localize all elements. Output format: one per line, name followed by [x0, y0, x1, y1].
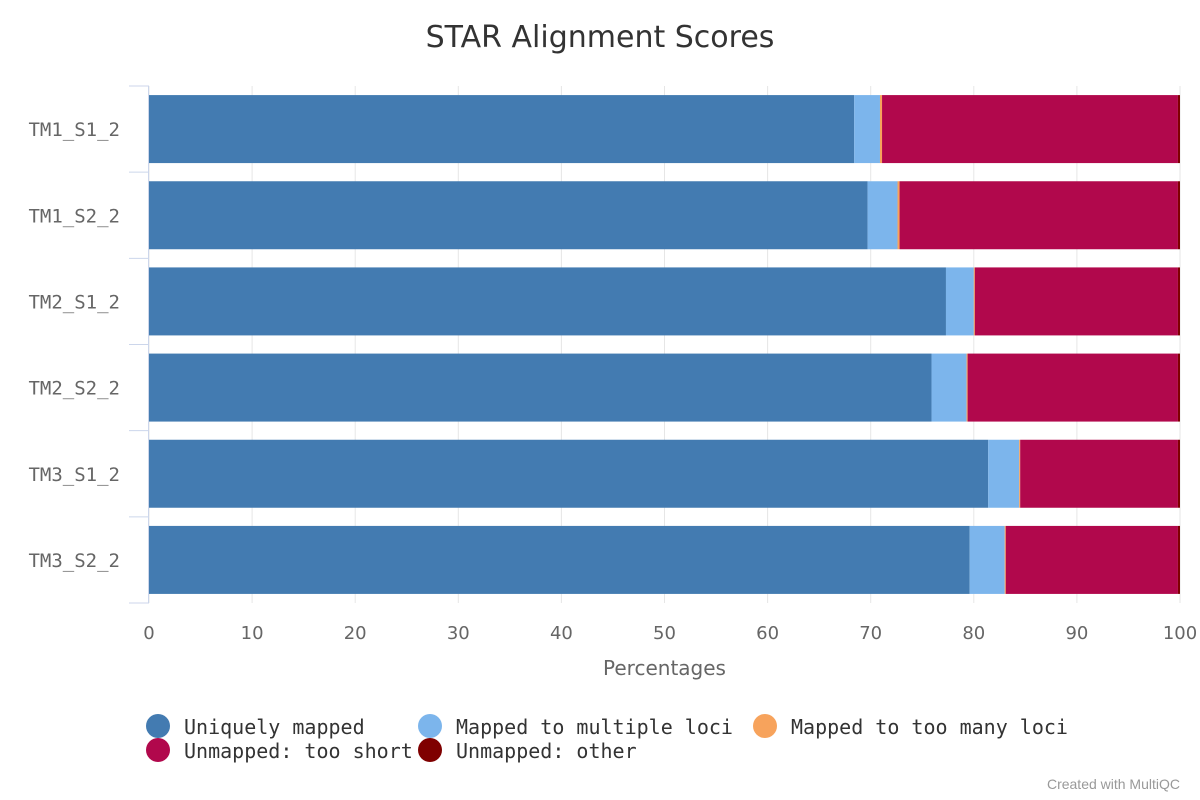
bar-tm1-s2-2-uniquely-mapped[interactable] [149, 181, 868, 250]
chart-title: STAR Alignment Scores [426, 20, 775, 55]
x-tick-label: 50 [653, 623, 676, 644]
y-tick-label: TM3_S2_2 [28, 550, 120, 572]
bar-tm2-s2-2-mapped-to-too-many-loci[interactable] [966, 353, 968, 422]
bar-tm2-s1-2-mapped-to-multiple-loci[interactable] [945, 267, 974, 336]
x-tick-label: 80 [962, 623, 985, 644]
bar-tm2-s1-2-uniquely-mapped[interactable] [149, 267, 946, 336]
legend-marker-mapped-to-too-many-loci[interactable] [753, 714, 777, 738]
x-tick-label: 90 [1065, 623, 1088, 644]
bar-tm1-s2-2-unmapped-other[interactable] [1177, 181, 1180, 250]
bar-tm1-s2-2-mapped-to-multiple-loci[interactable] [867, 181, 898, 250]
bar-tm3-s1-2-unmapped-too-short[interactable] [1020, 439, 1178, 508]
x-tick-label: 20 [344, 623, 367, 644]
y-tick-label: TM2_S2_2 [28, 378, 120, 400]
bar-tm2-s1-2-unmapped-other[interactable] [1177, 267, 1180, 336]
bar-tm1-s1-2-mapped-to-multiple-loci[interactable] [854, 95, 880, 164]
legend-marker-unmapped-too-short[interactable] [146, 738, 170, 762]
bar-tm3-s1-2-unmapped-other[interactable] [1177, 439, 1180, 508]
x-tick-label: 0 [143, 623, 154, 644]
bar-tm2-s2-2-unmapped-other[interactable] [1177, 353, 1180, 422]
credit-text: Created with MultiQC [1046, 776, 1180, 792]
legend-marker-uniquely-mapped[interactable] [146, 714, 170, 738]
x-tick-label: 60 [756, 623, 779, 644]
x-axis-label: Percentages [603, 656, 726, 680]
x-tick-label: 70 [859, 623, 882, 644]
y-tick-label: TM3_S1_2 [28, 464, 120, 486]
bar-tm3-s1-2-uniquely-mapped[interactable] [149, 439, 989, 508]
legend-marker-mapped-to-multiple-loci[interactable] [418, 714, 442, 738]
legend-marker-unmapped-other[interactable] [418, 738, 442, 762]
x-tick-label: 10 [241, 623, 264, 644]
legend-label-uniquely-mapped[interactable]: Uniquely mapped [184, 715, 365, 739]
bar-tm2-s1-2-unmapped-too-short[interactable] [974, 267, 1178, 336]
legend-label-unmapped-too-short[interactable]: Unmapped: too short [184, 739, 413, 763]
bar-tm1-s2-2-unmapped-too-short[interactable] [899, 181, 1178, 250]
bar-tm2-s1-2-mapped-to-too-many-loci[interactable] [973, 267, 975, 336]
bar-tm3-s2-2-unmapped-other[interactable] [1177, 525, 1180, 594]
y-tick-label: TM1_S2_2 [28, 205, 120, 227]
bar-tm1-s1-2-mapped-to-too-many-loci[interactable] [879, 95, 883, 164]
x-tick-label: 100 [1163, 623, 1197, 644]
bar-tm2-s2-2-uniquely-mapped[interactable] [149, 353, 932, 422]
bar-tm3-s2-2-mapped-to-multiple-loci[interactable] [969, 525, 1005, 594]
bar-tm3-s2-2-unmapped-too-short[interactable] [1005, 525, 1178, 594]
legend-label-mapped-to-multiple-loci[interactable]: Mapped to multiple loci [456, 715, 733, 739]
bar-tm1-s2-2-mapped-to-too-many-loci[interactable] [897, 181, 900, 250]
bar-tm1-s1-2-unmapped-other[interactable] [1177, 95, 1180, 164]
legend-label-unmapped-other[interactable]: Unmapped: other [456, 739, 637, 763]
x-tick-label: 40 [550, 623, 573, 644]
y-tick-label: TM1_S1_2 [28, 119, 120, 141]
bar-tm3-s2-2-mapped-to-too-many-loci[interactable] [1004, 525, 1006, 594]
bar-tm3-s2-2-uniquely-mapped[interactable] [149, 525, 970, 594]
bar-tm2-s2-2-unmapped-too-short[interactable] [967, 353, 1178, 422]
x-tick-label: 30 [447, 623, 470, 644]
y-tick-label: TM2_S1_2 [28, 291, 120, 313]
bar-tm2-s2-2-mapped-to-multiple-loci[interactable] [931, 353, 967, 422]
bar-tm3-s1-2-mapped-to-too-many-loci[interactable] [1019, 439, 1021, 508]
legend-label-mapped-to-too-many-loci[interactable]: Mapped to too many loci [791, 715, 1068, 739]
bar-tm1-s1-2-unmapped-too-short[interactable] [882, 95, 1178, 164]
bar-tm1-s1-2-uniquely-mapped[interactable] [149, 95, 855, 164]
bar-tm3-s1-2-mapped-to-multiple-loci[interactable] [988, 439, 1020, 508]
